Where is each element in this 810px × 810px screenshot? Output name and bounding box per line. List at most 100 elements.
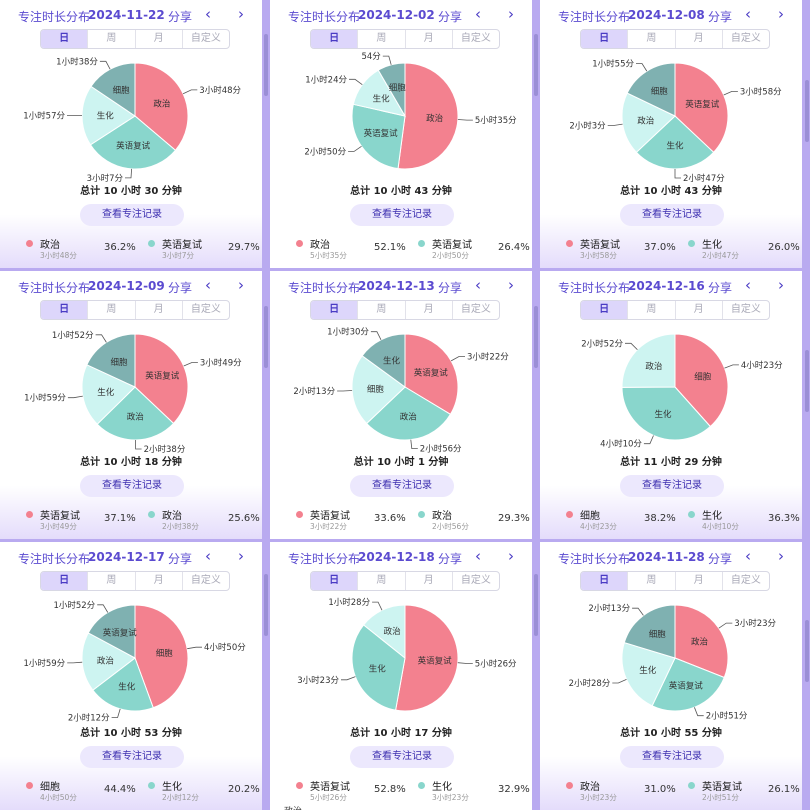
tab-custom[interactable]: 自定义 — [181, 30, 229, 48]
tab-week[interactable]: 周 — [357, 30, 404, 48]
share-button[interactable]: 分享 — [708, 552, 733, 566]
view-records-button[interactable]: 查看专注记录 — [620, 204, 724, 226]
tab-month[interactable]: 月 — [134, 572, 182, 590]
prev-day-icon[interactable]: ‹ — [745, 276, 751, 294]
tab-day[interactable]: 日 — [41, 30, 88, 48]
view-records-button[interactable]: 查看专注记录 — [350, 746, 454, 768]
scrollbar-thumb[interactable] — [534, 574, 538, 636]
share-button[interactable]: 分享 — [438, 10, 463, 24]
tab-day[interactable]: 日 — [581, 30, 628, 48]
slice-duration-label: 2小时13分 — [588, 603, 630, 614]
scrollbar-thumb[interactable] — [805, 620, 809, 682]
tab-month[interactable]: 月 — [404, 30, 452, 48]
prev-day-icon[interactable]: ‹ — [475, 5, 481, 23]
scrollbar-thumb[interactable] — [534, 34, 538, 96]
tab-custom[interactable]: 自定义 — [451, 30, 499, 48]
scrollbar-thumb[interactable] — [805, 80, 809, 142]
tab-day[interactable]: 日 — [41, 572, 88, 590]
tab-week[interactable]: 周 — [627, 572, 674, 590]
share-button[interactable]: 分享 — [168, 10, 193, 24]
view-records-button[interactable]: 查看专注记录 — [80, 475, 184, 497]
prev-day-icon[interactable]: ‹ — [475, 276, 481, 294]
panel-title: 专注时长分布 — [558, 552, 631, 566]
legend-percent: 29.7% — [228, 242, 260, 253]
legend-item: 政治 3小时23分 31.0% — [566, 778, 686, 808]
prev-day-icon[interactable]: ‹ — [745, 547, 751, 565]
period-tabs: 日周月自定义 — [40, 571, 230, 591]
prev-day-icon[interactable]: ‹ — [205, 276, 211, 294]
tab-day[interactable]: 日 — [41, 301, 88, 319]
share-button[interactable]: 分享 — [438, 281, 463, 295]
slice-name-label: 政治 — [426, 113, 444, 124]
prev-day-icon[interactable]: ‹ — [205, 5, 211, 23]
tab-day[interactable]: 日 — [311, 30, 358, 48]
tab-month[interactable]: 月 — [404, 301, 452, 319]
view-records-button[interactable]: 查看专注记录 — [80, 204, 184, 226]
legend-duration: 5小时35分 — [310, 251, 347, 260]
next-day-icon[interactable]: › — [508, 547, 514, 565]
legend-percent: 26.4% — [498, 242, 530, 253]
scrollbar-thumb[interactable] — [805, 350, 809, 412]
tab-day[interactable]: 日 — [581, 301, 628, 319]
tab-month[interactable]: 月 — [674, 301, 722, 319]
tab-month[interactable]: 月 — [404, 572, 452, 590]
pie-slice — [90, 62, 136, 117]
share-button[interactable]: 分享 — [438, 552, 463, 566]
prev-day-icon[interactable]: ‹ — [475, 547, 481, 565]
share-button[interactable]: 分享 — [708, 281, 733, 295]
tab-custom[interactable]: 自定义 — [721, 30, 769, 48]
tab-week[interactable]: 周 — [87, 572, 134, 590]
scrollbar-thumb[interactable] — [534, 306, 538, 368]
tab-day[interactable]: 日 — [311, 301, 358, 319]
next-day-icon[interactable]: › — [238, 547, 244, 565]
next-day-icon[interactable]: › — [238, 5, 244, 23]
leader-line — [457, 119, 473, 121]
slice-duration-label: 3小时22分 — [467, 352, 509, 363]
view-records-button[interactable]: 查看专注记录 — [80, 746, 184, 768]
tab-month[interactable]: 月 — [674, 30, 722, 48]
next-day-icon[interactable]: › — [778, 547, 784, 565]
next-day-icon[interactable]: › — [778, 5, 784, 23]
prev-day-icon[interactable]: ‹ — [745, 5, 751, 23]
tab-month[interactable]: 月 — [134, 30, 182, 48]
tab-week[interactable]: 周 — [627, 301, 674, 319]
tab-custom[interactable]: 自定义 — [181, 301, 229, 319]
view-records-button[interactable]: 查看专注记录 — [620, 475, 724, 497]
next-day-icon[interactable]: › — [778, 276, 784, 294]
next-day-icon[interactable]: › — [238, 276, 244, 294]
view-records-button[interactable]: 查看专注记录 — [350, 204, 454, 226]
tab-custom[interactable]: 自定义 — [451, 301, 499, 319]
tab-custom[interactable]: 自定义 — [721, 301, 769, 319]
tab-week[interactable]: 周 — [357, 572, 404, 590]
slice-duration-label: 4小时50分 — [204, 642, 246, 653]
legend-duration: 3小时49分 — [40, 522, 77, 531]
view-records-button[interactable]: 查看专注记录 — [350, 475, 454, 497]
view-records-button[interactable]: 查看专注记录 — [620, 746, 724, 768]
tab-week[interactable]: 周 — [357, 301, 404, 319]
panel-date: 2024-11-22 — [88, 8, 165, 22]
slice-duration-label: 1小时57分 — [23, 110, 65, 121]
tab-custom[interactable]: 自定义 — [451, 572, 499, 590]
share-button[interactable]: 分享 — [168, 552, 193, 566]
leader-line — [349, 78, 363, 86]
tab-week[interactable]: 周 — [87, 30, 134, 48]
share-button[interactable]: 分享 — [708, 10, 733, 24]
tab-day[interactable]: 日 — [311, 572, 358, 590]
scrollbar-thumb[interactable] — [264, 574, 268, 636]
scrollbar-thumb[interactable] — [264, 306, 268, 368]
tab-month[interactable]: 月 — [134, 301, 182, 319]
tab-week[interactable]: 周 — [87, 301, 134, 319]
prev-day-icon[interactable]: ‹ — [205, 547, 211, 565]
next-day-icon[interactable]: › — [508, 5, 514, 23]
legend-percent: 33.6% — [374, 513, 406, 524]
tab-custom[interactable]: 自定义 — [721, 572, 769, 590]
tab-day[interactable]: 日 — [581, 572, 628, 590]
tab-week[interactable]: 周 — [627, 30, 674, 48]
tab-month[interactable]: 月 — [674, 572, 722, 590]
next-day-icon[interactable]: › — [508, 276, 514, 294]
scrollbar-thumb[interactable] — [264, 34, 268, 96]
slice-duration-label: 1小时30分 — [327, 327, 369, 338]
tab-custom[interactable]: 自定义 — [181, 572, 229, 590]
share-button[interactable]: 分享 — [168, 281, 193, 295]
